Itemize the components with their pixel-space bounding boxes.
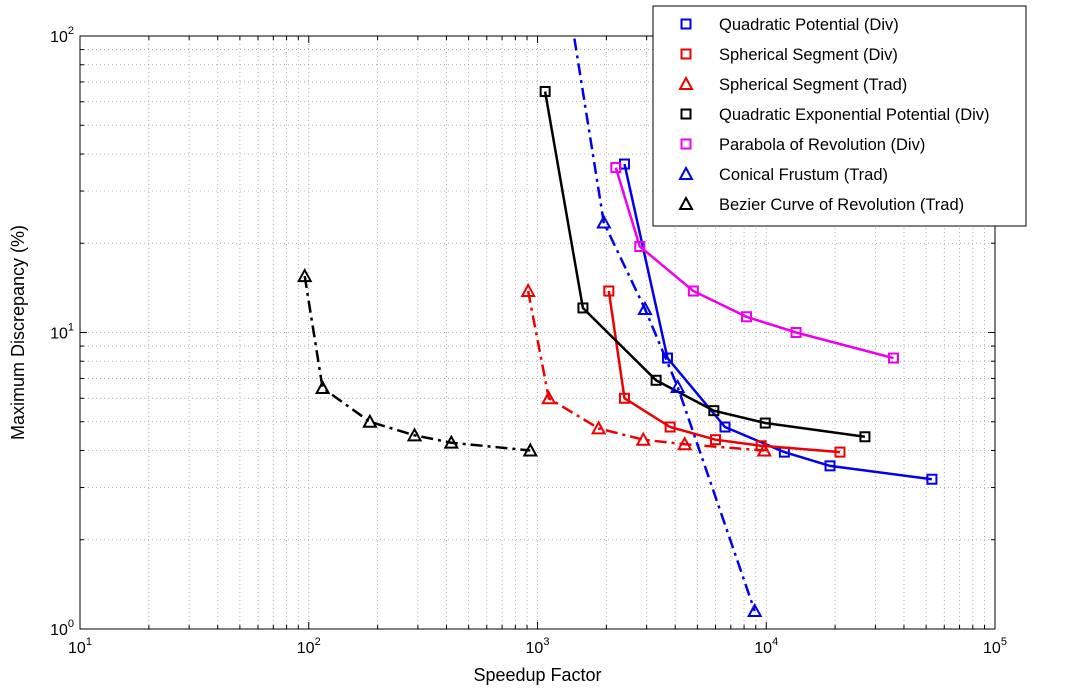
legend-label: Quadratic Potential (Div) [719,16,899,34]
legend-item: Quadratic Potential (Div) [680,16,899,34]
data-point [635,431,651,446]
y-tick-label: 102 [50,25,74,46]
legend-marker [678,165,694,180]
data-point [741,311,753,323]
series-1 [618,158,938,485]
data-point [406,427,423,442]
data-point [590,420,607,435]
data-point [618,392,630,404]
legend-label: Bezier Curve of Revolution (Trad) [719,196,964,214]
x-tick-label: 105 [983,636,1007,657]
x-axis-label: Speedup Factor [473,665,601,685]
series-line [543,91,866,439]
legend-marker [680,48,692,60]
data-point [661,352,673,364]
legend-item: Quadratic Exponential Potential (Div) [680,106,990,124]
series-line [614,167,894,360]
data-point [677,436,693,451]
legend-item: Parabola of Revolution (Div) [680,136,925,154]
data-point [634,241,646,253]
series-7 [297,267,538,457]
legend-label: Parabola of Revolution (Div) [719,136,925,154]
series-2 [603,285,846,458]
data-point [759,417,771,429]
x-tick-label: 102 [297,636,321,657]
data-point [664,421,676,433]
data-point [522,442,538,457]
series-line [607,290,841,454]
data-point [708,405,720,417]
x-tick-label: 104 [754,636,778,657]
data-point [297,267,313,283]
data-point [834,446,846,458]
legend-marker [678,195,694,210]
y-tick-label: 101 [50,322,74,343]
data-point [746,602,763,618]
data-point [362,413,378,428]
grid [80,36,995,629]
series-4 [539,85,871,443]
x-tick-label: 103 [526,636,550,657]
data-point [610,162,622,174]
legend-box [652,5,1027,227]
data-point [443,434,460,449]
legend-marker [680,138,692,150]
data-point [926,473,938,485]
legend-item: Spherical Segment (Trad) [678,75,907,94]
data-point [520,282,536,298]
data-point [603,285,615,297]
series-line [573,38,756,612]
data-point [596,214,612,229]
legend-label: Spherical Segment (Trad) [719,76,907,94]
legend-label: Spherical Segment (Div) [719,46,898,64]
legend: Quadratic Potential (Div) Spherical Segme… [652,5,1027,227]
series-group [297,38,938,618]
data-point [669,378,686,393]
legend-item: Bezier Curve of Revolution (Trad) [678,195,964,214]
data-point [824,460,836,472]
series-line [623,163,933,481]
x-tick-label: 101 [68,636,92,657]
data-point [687,285,699,297]
data-point [314,379,331,394]
data-point [637,300,653,316]
data-point [790,327,802,338]
data-point [539,85,551,97]
legend-marker [678,75,694,90]
data-point [888,352,900,364]
legend-label: Conical Frustum (Trad) [719,166,888,184]
series-line [303,275,531,452]
series-5 [610,162,900,364]
data-point [650,374,662,386]
legend-marker [680,108,692,120]
data-point [719,421,731,433]
data-point [859,431,871,443]
legend-item: Spherical Segment (Div) [680,46,898,64]
legend-item: Conical Frustum (Trad) [678,165,888,184]
legend-marker [680,18,692,30]
data-point [710,434,722,446]
y-axis-label: Maximum Discrepancy (%) [8,225,28,440]
series-6 [573,38,763,618]
data-point [577,302,589,314]
data-point [756,442,772,457]
data-point [541,390,557,405]
y-tick-label: 100 [50,618,74,639]
legend-label: Quadratic Exponential Potential (Div) [719,106,990,124]
